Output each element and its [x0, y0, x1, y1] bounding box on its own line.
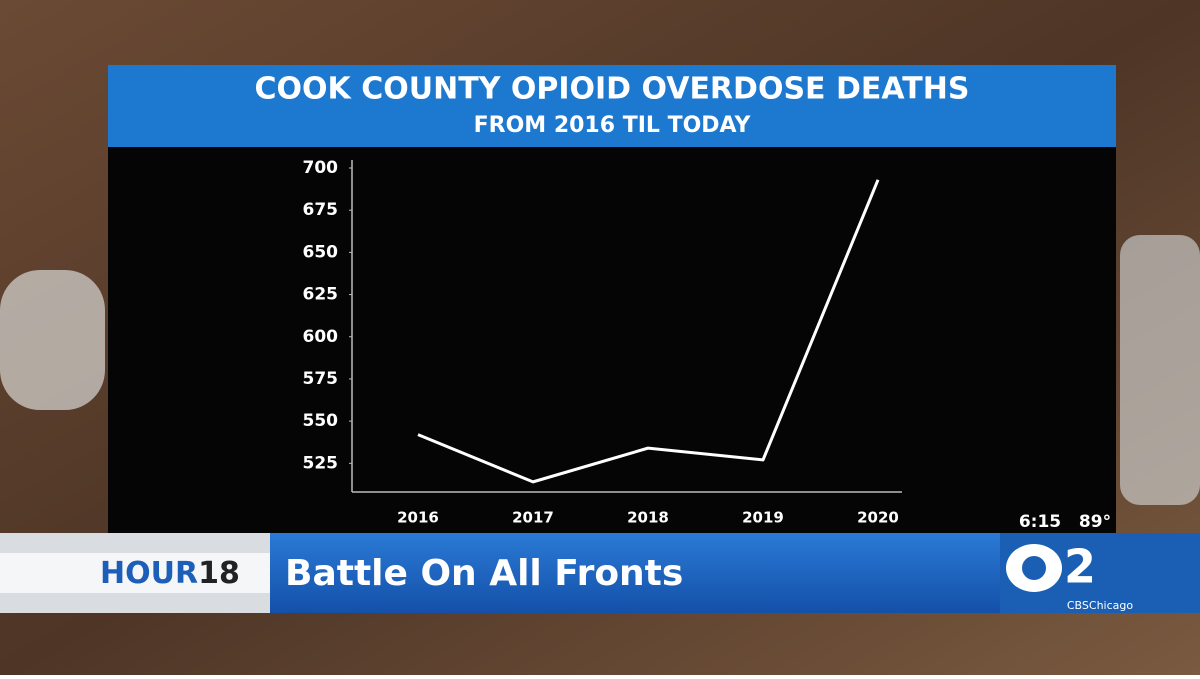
pill-bottle	[1120, 235, 1200, 505]
y-tick-label: 600	[303, 327, 339, 347]
chart-header	[108, 65, 1116, 147]
x-tick-label: 2016	[397, 509, 439, 527]
y-tick-label: 525	[303, 453, 339, 473]
chart-subtitle: FROM 2016 TIL TODAY	[474, 113, 752, 138]
x-tick-label: 2018	[627, 509, 669, 527]
cbs-pupil	[1022, 556, 1046, 580]
show-name: HOUR18	[100, 556, 240, 591]
show-strip	[0, 553, 270, 593]
y-tick-label: 625	[303, 285, 339, 305]
temperature: 89°	[1079, 512, 1111, 532]
plot: 525 550 575 600 625 650 675 700 2016 2017 2018 2019…	[303, 158, 899, 527]
y-tick-label: 550	[303, 411, 339, 431]
time: 6:15	[1019, 512, 1061, 532]
y-tick-label: 575	[303, 369, 339, 389]
headline: Battle On All Fronts	[285, 553, 683, 594]
chart-panel	[108, 147, 1116, 533]
headline-bar	[270, 533, 1000, 613]
social-handle: CBSChicago	[1067, 599, 1133, 612]
x-tick-label: 2020	[857, 509, 899, 527]
station-number: 2	[1064, 540, 1096, 594]
spoon	[0, 270, 105, 410]
x-tick-label: 2019	[742, 509, 784, 527]
x-tick-label: 2017	[512, 509, 554, 527]
y-tick-label: 700	[303, 158, 339, 178]
y-tick-label: 675	[303, 200, 339, 220]
chart-title: COOK COUNTY OPIOID OVERDOSE DEATHS	[255, 72, 970, 107]
data-line	[417, 179, 880, 484]
y-tick-label: 650	[303, 242, 339, 262]
